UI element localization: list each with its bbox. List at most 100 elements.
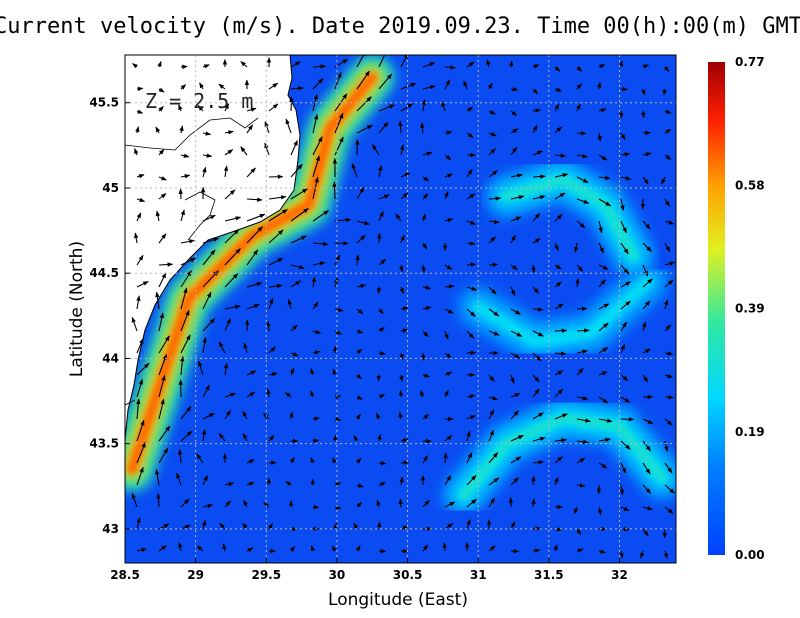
velocity-arrow <box>398 411 403 420</box>
velocity-arrow <box>661 176 666 185</box>
velocity-arrow <box>444 475 452 486</box>
velocity-arrow <box>312 438 320 444</box>
velocity-arrow <box>180 174 191 179</box>
velocity-arrow <box>422 499 430 508</box>
velocity-arrow <box>576 439 589 445</box>
velocity-arrow <box>553 544 558 552</box>
velocity-arrow <box>158 176 167 181</box>
velocity-arrow <box>377 521 382 530</box>
velocity-arrow <box>395 213 402 222</box>
velocity-arrow <box>356 124 373 134</box>
velocity-arrow <box>444 330 449 340</box>
velocity-arrow <box>268 460 277 466</box>
velocity-arrow <box>620 242 629 255</box>
velocity-arrow <box>377 433 382 442</box>
velocity-arrow <box>224 392 236 398</box>
velocity-arrow <box>290 139 298 156</box>
velocity-arrow <box>287 298 293 310</box>
velocity-arrow <box>576 131 587 136</box>
velocity-arrow <box>664 128 672 134</box>
speed-band-coastal-jet <box>127 72 378 475</box>
velocity-arrow <box>284 392 292 398</box>
velocity-arrow <box>377 232 382 244</box>
velocity-arrow <box>356 234 366 244</box>
velocity-arrow <box>158 149 165 156</box>
velocity-arrow <box>156 493 161 508</box>
velocity-arrow <box>444 308 454 314</box>
velocity-arrow <box>199 82 204 90</box>
velocity-arrow <box>312 78 324 90</box>
velocity-arrow <box>444 264 453 270</box>
velocity-arrow <box>378 327 385 333</box>
velocity-arrow <box>466 430 471 442</box>
velocity-arrow <box>664 462 673 474</box>
velocity-arrow <box>487 82 493 90</box>
velocity-arrow <box>576 349 588 354</box>
velocity-arrow <box>422 285 432 290</box>
velocity-arrow <box>246 370 257 376</box>
y-axis-label: Latitude (North) <box>67 241 87 377</box>
velocity-arrow <box>664 220 675 225</box>
velocity-arrow <box>132 63 138 69</box>
velocity-arrow <box>510 434 524 442</box>
velocity-arrow <box>441 101 446 112</box>
velocity-arrow <box>510 264 518 271</box>
velocity-arrow <box>598 347 609 354</box>
velocity-arrow <box>510 308 521 315</box>
velocity-arrow <box>576 368 584 376</box>
velocity-arrow <box>400 328 409 333</box>
velocity-arrow <box>266 388 271 398</box>
velocity-arrow <box>268 435 275 442</box>
velocity-arrow <box>642 528 649 537</box>
velocity-arrow <box>158 106 164 112</box>
velocity-arrow <box>532 352 542 362</box>
velocity-arrow <box>486 59 491 68</box>
velocity-arrow <box>510 352 521 359</box>
velocity-arrow <box>620 527 630 532</box>
velocity-arrow <box>444 190 449 200</box>
speed-band-mid-band <box>473 276 653 347</box>
speed-band-southern-arc <box>459 413 667 500</box>
velocity-arrow <box>378 481 387 487</box>
depth-annotation: Z = 2.5 m <box>145 89 253 113</box>
velocity-arrow <box>488 219 500 224</box>
velocity-arrow <box>422 85 436 90</box>
velocity-arrow <box>378 394 386 399</box>
velocity-arrow <box>664 440 669 452</box>
velocity-arrow <box>136 378 143 398</box>
velocity-arrow <box>246 547 254 553</box>
velocity-arrow <box>224 216 242 222</box>
velocity-arrow <box>597 506 602 516</box>
velocity-arrow <box>444 389 449 398</box>
velocity-arrow <box>154 468 160 486</box>
velocity-arrow <box>598 396 609 404</box>
velocity-arrow <box>620 176 632 181</box>
velocity-arrow <box>598 175 611 181</box>
velocity-arrow <box>422 373 431 378</box>
velocity-arrow <box>197 105 204 112</box>
colorbar-tick-label: 0.58 <box>735 178 765 192</box>
velocity-arrow <box>400 103 414 112</box>
velocity-arrow <box>246 391 256 398</box>
velocity-arrow <box>642 418 654 425</box>
velocity-arrow <box>398 498 403 508</box>
velocity-arrow <box>202 291 212 310</box>
velocity-arrow <box>554 388 564 398</box>
velocity-arrow <box>576 457 586 464</box>
velocity-arrow <box>197 360 204 376</box>
velocity-arrow <box>510 374 515 384</box>
velocity-arrow <box>196 453 204 464</box>
velocity-arrow <box>180 334 191 354</box>
velocity-arrow <box>157 60 162 68</box>
velocity-arrow <box>264 142 270 156</box>
velocity-arrow <box>219 522 226 530</box>
velocity-arrow <box>136 254 144 266</box>
velocity-arrow <box>488 132 497 137</box>
velocity-arrow <box>620 396 631 403</box>
velocity-arrow <box>332 457 337 464</box>
velocity-arrow <box>201 428 207 442</box>
velocity-arrow <box>641 88 646 96</box>
velocity-arrow <box>598 108 607 113</box>
velocity-arrow <box>620 264 630 275</box>
velocity-arrow <box>310 368 315 376</box>
